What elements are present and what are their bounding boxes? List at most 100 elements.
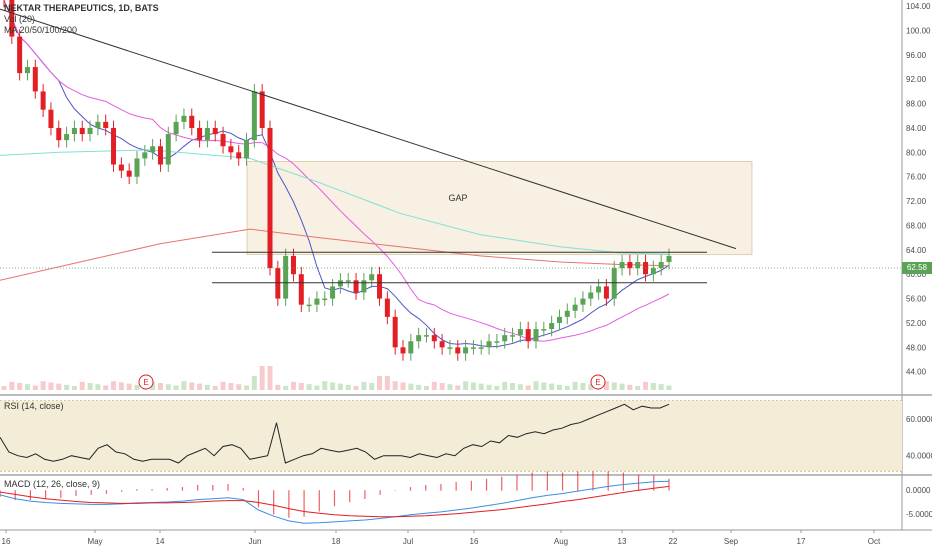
price-tick-label: 100.00 (906, 26, 931, 35)
volume-indicator-label[interactable]: Vol (20) (4, 14, 36, 24)
volume-bar (541, 382, 547, 390)
rsi-band (0, 400, 902, 472)
volume-bar (525, 385, 531, 390)
volume-bar (48, 382, 54, 390)
candle-body (572, 304, 578, 311)
candle-body (259, 91, 265, 128)
volume-bar (79, 381, 85, 390)
macd-histogram-bar (303, 490, 305, 517)
volume-bar (627, 384, 633, 390)
macd-histogram-bar (349, 490, 351, 503)
candle-body (416, 335, 422, 342)
volume-bar (658, 384, 664, 390)
candle-body (64, 134, 70, 141)
signal-line (0, 485, 670, 518)
candle-body (588, 292, 594, 299)
volume-bar (470, 382, 476, 390)
macd-histogram-bar (455, 481, 457, 491)
candle-body (251, 91, 257, 141)
candle-body (330, 286, 336, 299)
candle-body (603, 286, 609, 299)
macd-histogram-bar (60, 490, 62, 498)
candle-body (204, 127, 210, 141)
candle-body (541, 329, 547, 331)
candle-body (384, 298, 390, 317)
macd-histogram-bar (151, 489, 153, 491)
volume-bar (643, 381, 649, 390)
x-tick-label: Aug (554, 537, 568, 546)
candle-body (494, 341, 500, 343)
candle-body (24, 67, 30, 74)
candle-body (56, 127, 62, 141)
rsi-pane-label[interactable]: RSI (14, close) (4, 401, 64, 411)
volume-bar (361, 381, 367, 390)
candle-body (283, 255, 289, 299)
volume-bar (345, 384, 351, 390)
candle-body (314, 298, 320, 305)
x-tick-label: 16 (2, 537, 11, 546)
candle-body (212, 127, 218, 135)
macd-histogram-bar (273, 490, 275, 515)
volume-bar (588, 384, 594, 390)
candle-body (510, 335, 516, 337)
volume-bar (478, 383, 484, 390)
macd-histogram-bar (121, 490, 123, 492)
macd-histogram-bar (257, 490, 260, 508)
macd-histogram-bar (470, 480, 472, 491)
candle-body (423, 335, 429, 337)
macd-histogram-bar (181, 487, 184, 491)
volume-bar (267, 366, 273, 390)
candle-body (517, 329, 523, 336)
candle-body (236, 152, 242, 159)
volume-bar (298, 383, 304, 390)
macd-histogram-bar (409, 487, 412, 491)
candle-body (400, 347, 406, 354)
macd-histogram-bar (212, 484, 214, 491)
volume-bar (353, 386, 359, 390)
candle-body (455, 347, 461, 354)
volume-bar (9, 381, 15, 390)
macd-line (0, 480, 670, 524)
candle-body (17, 36, 23, 74)
volume-bar (431, 381, 437, 390)
candle-body (118, 164, 124, 171)
volume-bar (40, 381, 46, 390)
volume-bar (337, 383, 343, 390)
volume-bar (212, 386, 218, 390)
volume-bar (220, 381, 226, 390)
macd-histogram-bar (394, 490, 396, 491)
rsi-tick-label: 60.0000 (906, 415, 932, 424)
candle-body (87, 127, 93, 135)
candle-body (290, 255, 296, 275)
last-price-tag: 62.58 (902, 262, 932, 274)
candle-body (173, 121, 179, 135)
candle-body (322, 298, 328, 301)
macd-pane-label[interactable]: MACD (12, 26, close, 9) (4, 479, 101, 489)
price-tick-label: 88.00 (906, 100, 927, 109)
ma50-line (3, 0, 670, 342)
candle-body (165, 134, 171, 165)
price-tick-label: 64.00 (906, 246, 927, 255)
candle-body (447, 347, 453, 349)
volume-bar (204, 384, 210, 390)
candle-body (228, 146, 234, 153)
rsi-tick-label: 40.0000 (906, 452, 932, 461)
x-tick-label: 18 (332, 537, 341, 546)
volume-bar (103, 385, 109, 390)
volume-bar (322, 381, 328, 390)
macd-histogram-bar (75, 490, 77, 496)
volume-bar (157, 383, 163, 390)
macd-histogram-bar (197, 484, 199, 491)
x-tick-label: Jul (403, 537, 413, 546)
candle-body (580, 298, 586, 305)
candle-body (463, 347, 469, 354)
macd-histogram-bar (516, 474, 518, 491)
macd-histogram-bar (546, 471, 548, 491)
ma-indicator-label[interactable]: MA 20/50/100/200 (4, 25, 78, 35)
volume-bar (118, 382, 124, 390)
volume-bar (111, 381, 117, 390)
candle-body (48, 109, 54, 128)
candle-body (40, 91, 46, 110)
